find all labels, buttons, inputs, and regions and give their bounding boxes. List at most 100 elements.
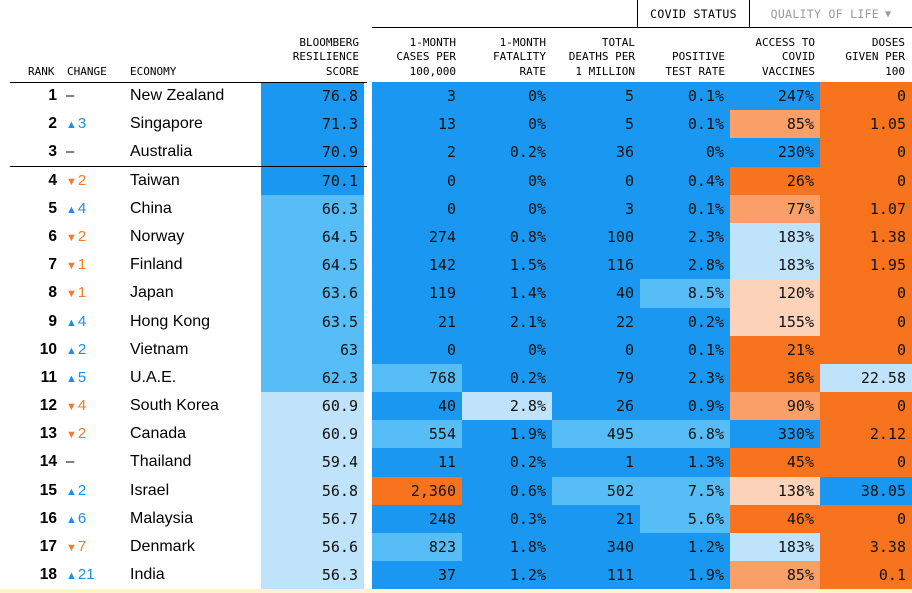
- table-row[interactable]: 7 ▼1 Finland 64.5 142 1.5% 116 2.8% 183% 1.95: [0, 251, 912, 280]
- cell-positive-rate: 2.3%: [640, 222, 730, 252]
- tab-covid-status[interactable]: COVID STATUS: [637, 0, 750, 28]
- cell-doses: 0: [820, 279, 912, 308]
- cell-positive-rate: 5.6%: [640, 504, 730, 533]
- table-row[interactable]: 9 ▲4 Hong Kong 63.5 21 2.1% 22 0.2% 155% 0: [0, 307, 912, 336]
- cell-vaccine-access: 330%: [730, 420, 820, 449]
- rank-value: 14: [39, 453, 57, 471]
- header-fatality[interactable]: 1-MONTH FATALITY RATE: [493, 35, 546, 78]
- table-row[interactable]: 18 ▲21 India 56.3 37 1.2% 111 1.9% 85% 0.1: [0, 561, 912, 590]
- rank-change: ▼2: [66, 167, 126, 196]
- arrow-up-icon: ▲: [66, 203, 77, 216]
- cell-doses: 1.05: [820, 110, 912, 139]
- cell-positive-rate: 2.3%: [640, 363, 730, 393]
- table-row[interactable]: 3– Australia 70.9 2 0.2% 36 0% 230% 0: [0, 138, 912, 167]
- header-resilience-score[interactable]: BLOOMBERG RESILIENCE SCORE: [292, 35, 359, 78]
- header-economy[interactable]: ECONOMY: [130, 64, 177, 78]
- cell-deaths: 495: [552, 420, 640, 449]
- rank-change: –: [66, 448, 126, 476]
- economy-name: Thailand: [130, 453, 192, 471]
- rank-change: ▼1: [66, 251, 126, 280]
- cell-positive-rate: 7.5%: [640, 476, 730, 505]
- cell-vaccine-access: 183%: [730, 251, 820, 280]
- cell-fatality: 0.2%: [462, 363, 552, 393]
- table-row[interactable]: 17 ▼7 Denmark 56.6 823 1.8% 340 1.2% 183% 3.38: [0, 533, 912, 562]
- cell-resilience-score: 62.3: [261, 363, 364, 393]
- cell-fatality: 1.2%: [462, 561, 552, 590]
- table-row[interactable]: 16 ▲6 Malaysia 56.7 248 0.3% 21 5.6% 46% 0: [0, 504, 912, 534]
- cell-deaths: 3: [552, 194, 640, 223]
- rank-change: ▲3: [66, 110, 126, 139]
- rank-change-value: –: [66, 143, 75, 161]
- cell-resilience-score: 66.3: [261, 194, 364, 223]
- table-row[interactable]: 8 ▼1 Japan 63.6 119 1.4% 40 8.5% 120% 0: [0, 279, 912, 308]
- cell-cases: 0: [372, 335, 462, 364]
- economy-name: Canada: [130, 425, 187, 443]
- rank-change-value: 4: [77, 397, 87, 415]
- cell-vaccine-access: 183%: [730, 222, 820, 252]
- table-row[interactable]: 1– New Zealand 76.8 3 0% 5 0.1% 247% 0: [0, 82, 912, 111]
- economy-name: China: [130, 199, 172, 217]
- header-cases[interactable]: 1-MONTH CASES PER 100,000: [396, 35, 456, 78]
- header-doses[interactable]: DOSES GIVEN PER 100: [845, 35, 905, 78]
- rank-change: –: [66, 82, 126, 110]
- table-row[interactable]: 2 ▲3 Singapore 71.3 13 0% 5 0.1% 85% 1.05: [0, 110, 912, 139]
- cell-resilience-score: 64.5: [261, 251, 364, 280]
- cell-fatality: 2.8%: [462, 392, 552, 421]
- rank-value: 4: [48, 171, 57, 189]
- cell-fatality: 0.6%: [462, 476, 552, 505]
- table-row[interactable]: 13 ▼2 Canada 60.9 554 1.9% 495 6.8% 330% 2.12: [0, 420, 912, 449]
- cell-resilience-score: 63: [261, 335, 364, 364]
- cell-fatality: 0%: [462, 194, 552, 223]
- rank-change: ▲2: [66, 477, 126, 506]
- cell-positive-rate: 6.8%: [640, 420, 730, 449]
- table-row[interactable]: 14– Thailand 59.4 11 0.2% 1 1.3% 45% 0: [0, 448, 912, 477]
- arrow-down-icon: ▼: [66, 401, 77, 414]
- cell-cases: 21: [372, 307, 462, 336]
- tab-quality-of-life[interactable]: QUALITY OF LIFE ▼: [750, 0, 912, 28]
- header-change[interactable]: CHANGE: [67, 64, 107, 78]
- header-positive-rate[interactable]: POSITIVE TEST RATE: [665, 50, 725, 78]
- cell-doses: 2.12: [820, 420, 912, 449]
- cell-positive-rate: 0.4%: [640, 166, 730, 195]
- cell-cases: 119: [372, 279, 462, 308]
- cell-vaccine-access: 247%: [730, 82, 820, 111]
- table-row[interactable]: 5 ▲4 China 66.3 0 0% 3 0.1% 77% 1.07: [0, 194, 912, 223]
- rank-change-value: 2: [77, 481, 87, 499]
- header-vaccine-access[interactable]: ACCESS TO COVID VACCINES: [755, 35, 815, 78]
- rank-value: 9: [48, 312, 57, 330]
- rank-change-value: –: [66, 453, 75, 471]
- arrow-up-icon: ▲: [66, 513, 77, 526]
- rank-value: 18: [39, 566, 57, 584]
- rank-value: 10: [39, 340, 57, 358]
- table-row[interactable]: 12 ▼4 South Korea 60.9 40 2.8% 26 0.9% 90% 0: [0, 392, 912, 421]
- arrow-down-icon: ▼: [66, 542, 77, 554]
- cell-resilience-score: 60.9: [261, 392, 364, 421]
- cell-vaccine-access: 85%: [730, 561, 820, 590]
- rank-change-value: 4: [77, 199, 87, 217]
- cell-fatality: 2.1%: [462, 307, 552, 336]
- cell-positive-rate: 1.3%: [640, 448, 730, 477]
- cell-vaccine-access: 120%: [730, 279, 820, 308]
- header-rank[interactable]: RANK: [28, 64, 55, 78]
- rank-change: ▲6: [66, 505, 126, 534]
- cell-cases: 274: [372, 222, 462, 252]
- cell-doses: 38.05: [820, 476, 912, 505]
- cell-positive-rate: 0%: [640, 138, 730, 167]
- table-row[interactable]: 4 ▼2 Taiwan 70.1 0 0% 0 0.4% 26% 0: [0, 166, 912, 196]
- rank-change-value: 2: [77, 227, 87, 245]
- table-row[interactable]: 6 ▼2 Norway 64.5 274 0.8% 100 2.3% 183% 1.38: [0, 222, 912, 252]
- table-row[interactable]: 11 ▲5 U.A.E. 62.3 768 0.2% 79 2.3% 36% 22.58: [0, 363, 912, 393]
- cell-resilience-score: 71.3: [261, 110, 364, 139]
- cell-doses: 1.07: [820, 194, 912, 223]
- table-row[interactable]: 15 ▲2 Israel 56.8 2,360 0.6% 502 7.5% 138% 38.05: [0, 476, 912, 506]
- economy-name: U.A.E.: [130, 368, 177, 386]
- rank-change-value: 21: [77, 566, 95, 584]
- table-body: 1– New Zealand 76.8 3 0% 5 0.1% 247% 0 2 ▲3 Singapo…: [0, 82, 912, 590]
- table-row[interactable]: 10 ▲2 Vietnam 63 0 0% 0 0.1% 21% 0: [0, 335, 912, 364]
- rank-value: 16: [39, 509, 57, 527]
- arrow-down-icon: ▼: [66, 429, 77, 442]
- header-deaths[interactable]: TOTAL DEATHS PER 1 MILLION: [568, 35, 635, 78]
- cell-cases: 248: [372, 504, 462, 533]
- cell-doses: 22.58: [820, 363, 912, 393]
- cell-doses: 0: [820, 82, 912, 111]
